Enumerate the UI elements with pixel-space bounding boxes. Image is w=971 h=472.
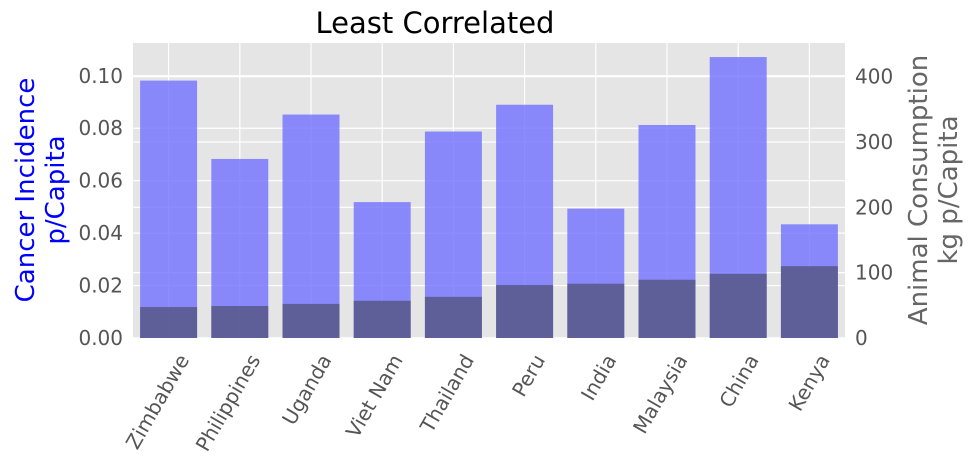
x-tick-label: China xyxy=(714,350,763,411)
right-tick-label: 100 xyxy=(855,261,893,285)
right-axis-label-line-1: Animal Consumption xyxy=(904,55,934,325)
bar-animal-consumption xyxy=(140,80,198,338)
x-tick-label: Zimbabwe xyxy=(121,350,194,453)
right-axis-label-line-2: kg p/Capita xyxy=(934,115,964,264)
right-tick-label: 200 xyxy=(855,195,893,219)
left-tick-label: 0.06 xyxy=(78,169,123,193)
left-tick-label: 0.04 xyxy=(78,221,123,245)
left-tick-label: 0.02 xyxy=(78,274,123,298)
x-tick-label: Thailand xyxy=(415,350,479,437)
right-axis-label: Animal Consumption kg p/Capita xyxy=(904,55,964,325)
chart-title: Least Correlated xyxy=(316,6,555,40)
x-tick-label: Peru xyxy=(507,350,550,401)
x-tick-label: Uganda xyxy=(277,350,336,429)
x-tick-label: Kenya xyxy=(784,350,835,415)
bar-animal-consumption xyxy=(282,114,340,338)
left-axis-label: Cancer Incidence p/Capita xyxy=(11,78,71,303)
x-tick-label: Malaysia xyxy=(628,350,692,438)
bars xyxy=(140,57,838,339)
bar-cancer-incidence xyxy=(211,306,269,338)
bar-cancer-incidence xyxy=(638,279,696,338)
right-tick-label: 400 xyxy=(855,65,893,89)
bar-cancer-incidence xyxy=(496,285,554,338)
left-axis-label-line-1: Cancer Incidence xyxy=(11,78,41,303)
bar-cancer-incidence xyxy=(780,266,838,338)
bar-cancer-incidence xyxy=(282,303,340,338)
bar-cancer-incidence xyxy=(353,300,411,338)
left-axis-label-line-2: p/Capita xyxy=(41,135,71,244)
x-tick-label: Viet Nam xyxy=(341,350,408,442)
x-tick-label: Philippines xyxy=(191,350,266,455)
left-tick-label: 0.10 xyxy=(78,64,123,88)
bar-cancer-incidence xyxy=(567,283,625,338)
left-tick-label: 0.08 xyxy=(78,116,123,140)
bar-cancer-incidence xyxy=(140,307,198,338)
bar-cancer-incidence xyxy=(424,296,482,338)
bar-cancer-incidence xyxy=(709,273,767,338)
x-tick-label: India xyxy=(576,350,621,405)
right-tick-label: 300 xyxy=(855,130,893,154)
right-tick-labels: 0 100 200 300 400 xyxy=(855,65,893,350)
left-tick-label: 0.00 xyxy=(78,326,123,350)
left-tick-labels: 0.00 0.02 0.04 0.06 0.08 0.10 xyxy=(78,64,123,350)
right-tick-label: 0 xyxy=(855,326,868,350)
